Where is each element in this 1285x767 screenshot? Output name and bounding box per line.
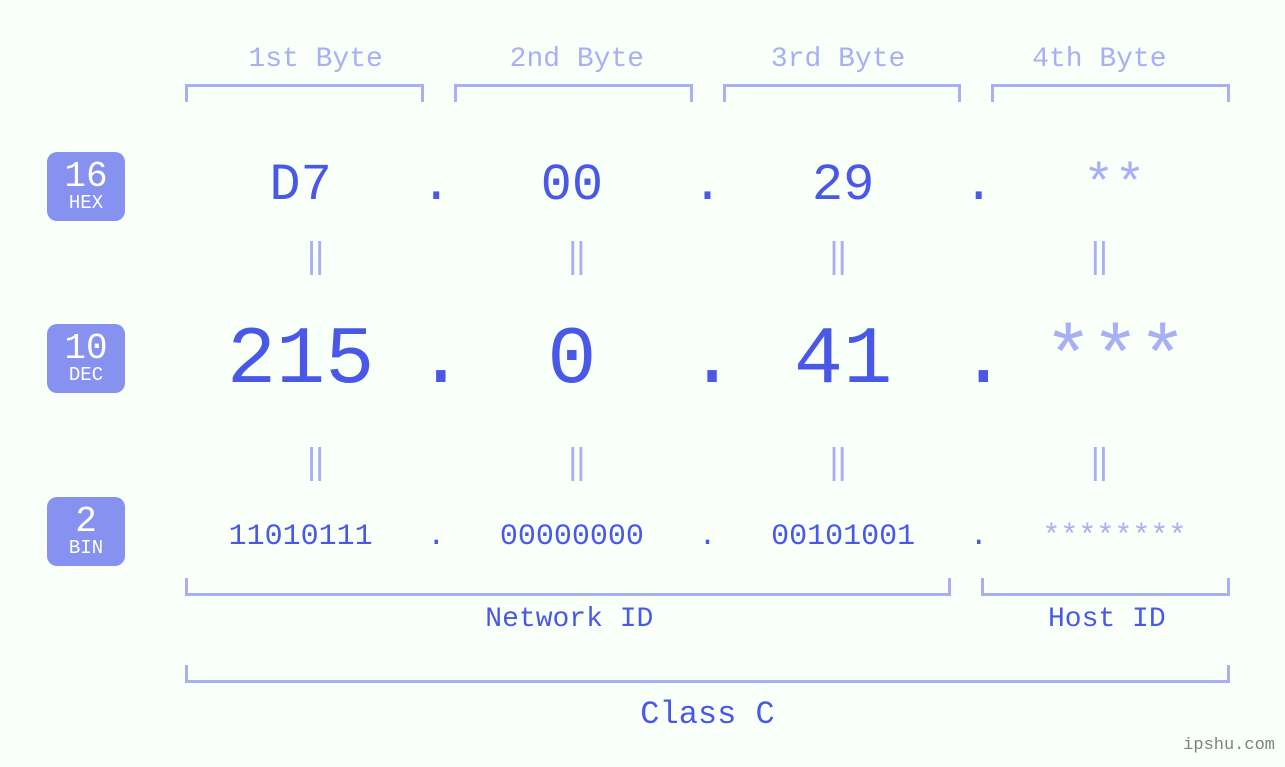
hex-byte-2: 00 xyxy=(456,156,687,215)
byte-bracket-2 xyxy=(454,84,693,102)
dot-icon: . xyxy=(959,156,999,215)
dec-byte-4: *** xyxy=(999,314,1230,407)
dec-row: 215 . 0 . 41 . *** xyxy=(185,314,1230,407)
byte-brackets-top xyxy=(185,84,1230,102)
base-badge-hex-num: 16 xyxy=(47,158,125,196)
base-badge-hex: 16 HEX xyxy=(47,152,125,221)
class-label: Class C xyxy=(185,696,1230,733)
bin-byte-4: ******** xyxy=(999,520,1230,554)
hex-byte-1: D7 xyxy=(185,156,416,215)
byte-label-1: 1st Byte xyxy=(185,44,446,75)
byte-bracket-1 xyxy=(185,84,424,102)
dot-icon: . xyxy=(688,314,728,407)
byte-bracket-3 xyxy=(723,84,962,102)
equals-icon: ‖ xyxy=(969,236,1230,278)
dot-icon: . xyxy=(959,314,999,407)
byte-bracket-4 xyxy=(991,84,1230,102)
dot-icon: . xyxy=(416,156,456,215)
dec-byte-3: 41 xyxy=(728,314,959,407)
dot-icon: . xyxy=(416,520,456,554)
host-bracket xyxy=(981,578,1230,596)
equals-row-lower: ‖ ‖ ‖ ‖ xyxy=(185,442,1230,484)
watermark: ipshu.com xyxy=(1183,736,1275,755)
byte-header-row: 1st Byte 2nd Byte 3rd Byte 4th Byte xyxy=(185,44,1230,75)
network-bracket xyxy=(185,578,951,596)
network-id-label: Network ID xyxy=(185,604,954,635)
network-host-labels: Network ID Host ID xyxy=(185,604,1230,635)
equals-icon: ‖ xyxy=(185,442,446,484)
bin-row: 11010111 . 00000000 . 00101001 . *******… xyxy=(185,520,1230,554)
hex-byte-3: 29 xyxy=(728,156,959,215)
byte-label-2: 2nd Byte xyxy=(446,44,707,75)
host-id-label: Host ID xyxy=(984,604,1230,635)
equals-icon: ‖ xyxy=(185,236,446,278)
equals-icon: ‖ xyxy=(969,442,1230,484)
dot-icon: . xyxy=(688,520,728,554)
base-badge-bin-label: BIN xyxy=(47,539,125,558)
base-badge-dec: 10 DEC xyxy=(47,324,125,393)
dot-icon: . xyxy=(416,314,456,407)
equals-icon: ‖ xyxy=(446,236,707,278)
byte-label-4: 4th Byte xyxy=(969,44,1230,75)
equals-icon: ‖ xyxy=(708,442,969,484)
equals-icon: ‖ xyxy=(708,236,969,278)
bin-byte-1: 11010111 xyxy=(185,520,416,554)
base-badge-dec-num: 10 xyxy=(47,330,125,368)
dot-icon: . xyxy=(959,520,999,554)
hex-byte-4: ** xyxy=(999,156,1230,215)
bin-byte-3: 00101001 xyxy=(728,520,959,554)
equals-row-upper: ‖ ‖ ‖ ‖ xyxy=(185,236,1230,278)
dec-byte-2: 0 xyxy=(456,314,687,407)
base-badge-hex-label: HEX xyxy=(47,194,125,213)
hex-row: D7 . 00 . 29 . ** xyxy=(185,156,1230,215)
byte-label-3: 3rd Byte xyxy=(708,44,969,75)
class-bracket xyxy=(185,665,1230,683)
dot-icon: . xyxy=(688,156,728,215)
base-badge-bin: 2 BIN xyxy=(47,497,125,566)
dec-byte-1: 215 xyxy=(185,314,416,407)
base-badge-bin-num: 2 xyxy=(47,503,125,541)
base-badge-dec-label: DEC xyxy=(47,366,125,385)
bin-byte-2: 00000000 xyxy=(456,520,687,554)
network-host-brackets xyxy=(185,578,1230,596)
equals-icon: ‖ xyxy=(446,442,707,484)
